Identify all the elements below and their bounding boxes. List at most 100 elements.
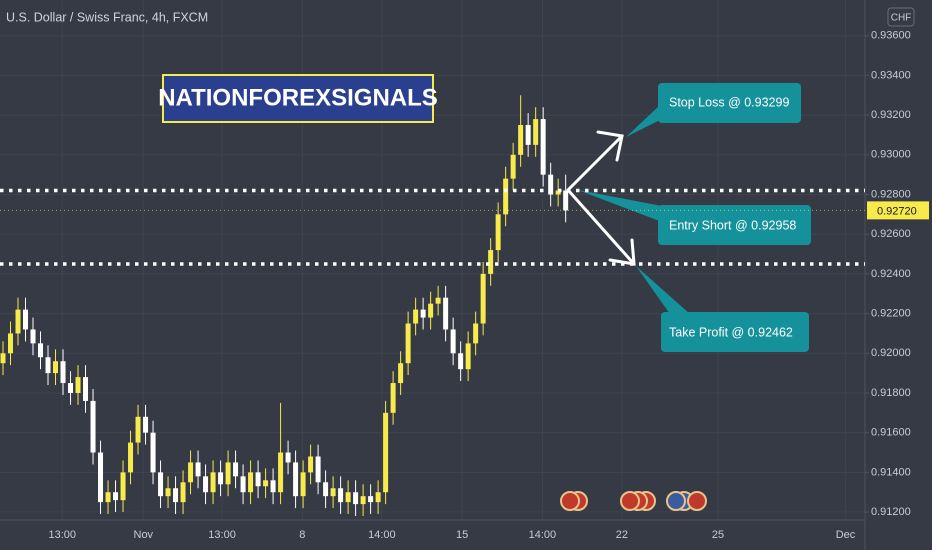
candle-body: [270, 480, 276, 493]
candle-body: [375, 492, 381, 503]
x-tick-label: 14:00: [529, 529, 557, 541]
y-tick-label: 0.93600: [871, 30, 911, 42]
candle-body: [435, 297, 441, 304]
x-tick-label: Nov: [134, 529, 154, 541]
currency-box: [887, 7, 915, 27]
candle-body: [8, 333, 14, 354]
candle-body: [368, 496, 374, 503]
candle-body: [480, 273, 486, 324]
candle-body: [503, 178, 509, 215]
candle-body: [540, 119, 546, 175]
candle-body: [0, 353, 6, 364]
candle-body: [383, 412, 389, 493]
callout-text: Stop Loss @ 0.93299: [669, 95, 789, 109]
candle-body: [405, 323, 411, 364]
candle-body: [90, 400, 96, 453]
currency-label: CHF: [891, 13, 912, 24]
candle-body: [195, 462, 201, 477]
candle-body: [120, 472, 126, 501]
x-tick-label: 25: [712, 529, 724, 541]
candle-body: [548, 174, 554, 195]
candle-body: [300, 472, 306, 497]
candle-body: [135, 416, 141, 443]
last-price-box: [867, 201, 929, 220]
candle-body: [563, 190, 569, 211]
x-tick-label: 15: [456, 529, 468, 541]
candle-body: [428, 303, 434, 318]
candle-body: [83, 377, 89, 401]
candle-body: [285, 452, 291, 463]
candle-body: [510, 154, 516, 179]
chart-title: U.S. Dollar / Swiss Franc, 4h, FXCM: [6, 10, 208, 24]
candle-body: [443, 297, 449, 330]
candle-body: [518, 125, 524, 155]
callout-box: [658, 83, 801, 123]
x-tick-label: 22: [616, 529, 628, 541]
candle-body: [315, 456, 321, 483]
candle-body: [255, 472, 261, 487]
candle-body: [278, 452, 284, 493]
y-tick-label: 0.92000: [871, 347, 911, 359]
callout-text: Take Profit @ 0.92462: [669, 325, 793, 339]
candle-body: [533, 119, 539, 145]
candle-body: [68, 383, 74, 393]
candle-body: [218, 472, 224, 485]
y-tick-label: 0.91600: [871, 427, 911, 439]
candle-body: [338, 488, 344, 503]
y-tick-label: 0.92400: [871, 268, 911, 280]
candle-body: [210, 472, 216, 493]
last-price-label: 0.92720: [877, 205, 917, 217]
candle-body: [45, 357, 51, 374]
y-tick-label: 0.92800: [871, 188, 911, 200]
candle-body: [390, 383, 396, 413]
y-tick-label: 0.93400: [871, 69, 911, 81]
candle-body: [150, 432, 156, 473]
candle-body: [465, 343, 471, 370]
candle-body: [53, 361, 59, 374]
x-tick-label: 8: [299, 529, 305, 541]
candle-body: [330, 488, 336, 497]
candle-body: [323, 482, 329, 497]
candle-body: [525, 125, 531, 145]
x-tick-label: 13:00: [49, 529, 77, 541]
candle-body: [233, 462, 239, 477]
candle-body: [128, 442, 134, 473]
candle-body: [263, 480, 269, 487]
event-icons: [560, 491, 707, 511]
candle-body: [345, 492, 351, 503]
candle-body: [360, 496, 366, 505]
plot: [0, 95, 569, 517]
x-tick-label: 13:00: [208, 529, 236, 541]
candle-body: [105, 492, 111, 503]
candle-body: [488, 250, 494, 274]
candle-body: [165, 488, 171, 497]
y-tick-label: 0.93200: [871, 109, 911, 121]
banner-text: NATIONFOREXSIGNALS: [158, 84, 438, 111]
candle-body: [75, 377, 81, 393]
callout-pointer: [578, 190, 662, 222]
y-tick-label: 0.91800: [871, 387, 911, 399]
candle-body: [23, 309, 29, 330]
candle-body: [240, 476, 246, 493]
candle-body: [473, 323, 479, 344]
candle-body: [30, 329, 36, 344]
candle-body: [188, 462, 194, 483]
candle-body: [38, 343, 44, 358]
candle-body: [203, 476, 209, 493]
y-tick-label: 0.91400: [871, 466, 911, 478]
candle-body: [60, 361, 66, 384]
y-tick-label: 0.92600: [871, 228, 911, 240]
banner-box: [162, 74, 434, 123]
y-tick-label: 0.92200: [871, 307, 911, 319]
candle-body: [143, 416, 149, 433]
y-tick-label: 0.93000: [871, 149, 911, 161]
candle-body: [308, 456, 314, 473]
candle-body: [450, 329, 456, 354]
callout-pointer: [636, 266, 690, 314]
candle-body: [420, 309, 426, 318]
candle-body: [158, 472, 164, 497]
candle-body: [15, 309, 21, 334]
candle-body: [495, 214, 501, 251]
